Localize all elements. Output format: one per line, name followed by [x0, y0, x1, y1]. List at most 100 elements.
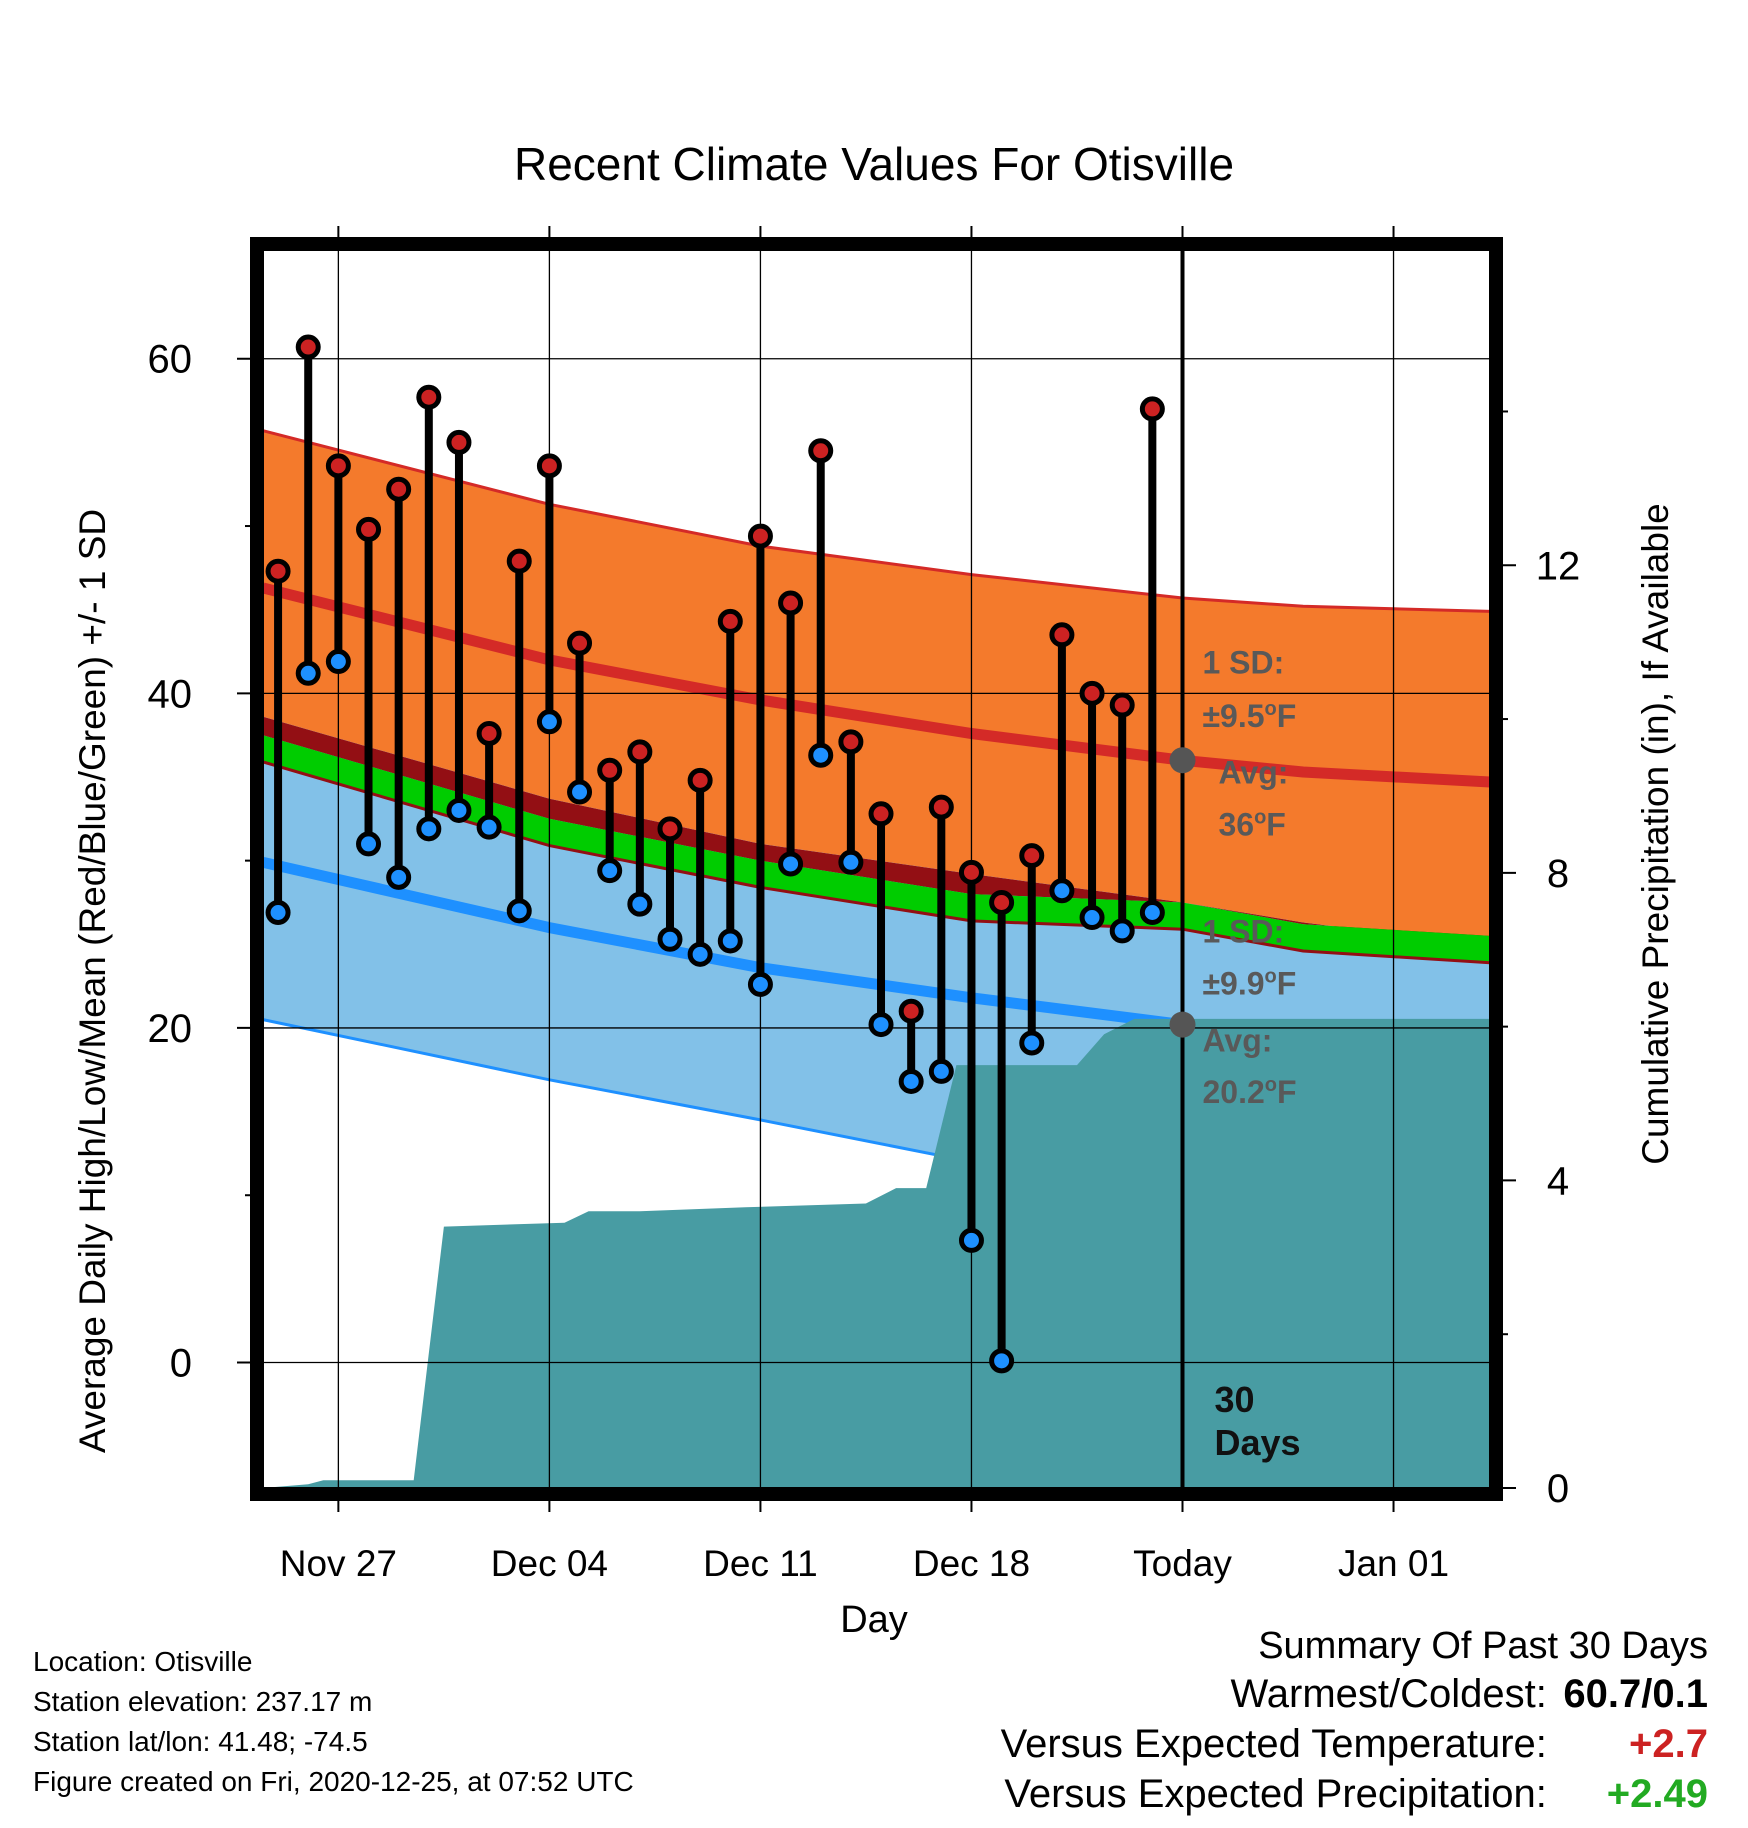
y-axis-label: Average Daily High/Low/Mean (Red/Blue/Gr… — [72, 509, 113, 1453]
summary-warmest-label: Warmest/Coldest: — [1230, 1672, 1547, 1716]
daily-low-point — [958, 1227, 984, 1253]
high-avg-value: 36oF — [1218, 807, 1285, 843]
daily-low-point — [265, 899, 291, 925]
x-tick-label: Dec 04 — [491, 1543, 608, 1584]
low-avg-label: Avg: — [1202, 1022, 1272, 1058]
summary-temp-value: +2.7 — [1629, 1722, 1708, 1766]
low-avg-value: 20.2oF — [1202, 1074, 1296, 1110]
daily-low-point — [898, 1068, 924, 1094]
daily-high-point — [1139, 396, 1165, 422]
daily-low-point — [838, 849, 864, 875]
daily-high-point — [476, 720, 502, 746]
summary-temp-row: Versus Expected Temperature: +2.7 — [1001, 1722, 1708, 1767]
low-sd-label: 1 SD: — [1202, 914, 1284, 950]
daily-low-point — [1109, 918, 1135, 944]
daily-high-point — [1049, 622, 1075, 648]
daily-low-point — [1049, 878, 1075, 904]
daily-low-point — [1139, 899, 1165, 925]
high-avg-label: Avg: — [1218, 755, 1288, 791]
station-location: Location: Otisville — [33, 1646, 253, 1677]
summary-warmest-row: Warmest/Coldest: 60.7/0.1 — [1231, 1672, 1709, 1717]
summary-title: Summary Of Past 30 Days — [1258, 1625, 1708, 1667]
daily-low-point — [386, 864, 412, 890]
summary-precip-value: +2.49 — [1606, 1772, 1708, 1816]
y2-tick-label: 0 — [1547, 1467, 1569, 1511]
x-tick-label: Dec 11 — [703, 1543, 818, 1584]
high-avg-dot — [1169, 747, 1196, 774]
figure-created: Figure created on Fri, 2020-12-25, at 07… — [33, 1766, 634, 1797]
daily-low-point — [446, 797, 472, 823]
summary-precip-label: Versus Expected Precipitation: — [1004, 1772, 1547, 1816]
daily-low-point — [717, 928, 743, 954]
station-elevation: Station elevation: 237.17 m — [33, 1686, 373, 1717]
daily-low-point — [416, 816, 442, 842]
x-axis-label: Day — [840, 1599, 908, 1641]
summary-temp-label: Versus Expected Temperature: — [1000, 1722, 1547, 1766]
chart-title: Recent Climate Values For Otisville — [514, 138, 1234, 190]
x-tick-label: Today — [1133, 1543, 1232, 1584]
daily-low-point — [325, 649, 351, 675]
daily-high-point — [1079, 680, 1105, 706]
daily-high-point — [295, 334, 321, 360]
high-sd-label: 1 SD: — [1202, 644, 1284, 680]
daily-low-point — [567, 779, 593, 805]
daily-high-point — [838, 729, 864, 755]
daily-high-point — [928, 794, 954, 820]
x-tick-label: Nov 27 — [280, 1543, 397, 1584]
daily-high-point — [687, 767, 713, 793]
low-avg-dot — [1169, 1011, 1196, 1038]
y2-tick-label: 4 — [1547, 1159, 1569, 1203]
daily-low-point — [536, 709, 562, 735]
daily-low-point — [1079, 905, 1105, 931]
summary-warmest-value: 60.7/0.1 — [1563, 1672, 1708, 1716]
y2-tick-label: 8 — [1547, 852, 1569, 896]
daily-low-point — [808, 742, 834, 768]
daily-high-point — [1109, 692, 1135, 718]
daily-high-point — [989, 889, 1015, 915]
station-latlon: Station lat/lon: 41.48; -74.5 — [33, 1726, 368, 1757]
daily-high-point — [657, 816, 683, 842]
daily-high-point — [747, 523, 773, 549]
y-tick-label: 0 — [170, 1342, 192, 1386]
daily-high-point — [868, 801, 894, 827]
daily-low-point — [989, 1348, 1015, 1374]
days-count-label: 30 — [1214, 1379, 1254, 1420]
daily-low-point — [506, 898, 532, 924]
daily-high-point — [567, 630, 593, 656]
daily-low-point — [687, 941, 713, 967]
daily-high-point — [416, 384, 442, 410]
daily-high-point — [627, 739, 653, 765]
high-sd-value: ±9.5oF — [1202, 698, 1296, 734]
daily-low-point — [476, 814, 502, 840]
daily-high-point — [506, 548, 532, 574]
daily-low-point — [295, 660, 321, 686]
daily-low-point — [778, 851, 804, 877]
daily-high-point — [717, 608, 743, 634]
daily-low-point — [657, 926, 683, 952]
daily-low-point — [747, 971, 773, 997]
summary-precip-row: Versus Expected Precipitation: +2.49 — [1004, 1772, 1708, 1817]
daily-high-point — [446, 429, 472, 455]
daily-low-point — [356, 831, 382, 857]
daily-high-point — [597, 757, 623, 783]
daily-high-point — [356, 516, 382, 542]
daily-high-point — [958, 859, 984, 885]
daily-high-point — [778, 590, 804, 616]
daily-low-point — [928, 1058, 954, 1084]
days-label: Days — [1214, 1422, 1300, 1463]
daily-high-point — [265, 558, 291, 584]
x-tick-label: Dec 18 — [913, 1543, 1030, 1584]
daily-low-point — [627, 891, 653, 917]
daily-low-point — [868, 1012, 894, 1038]
y-tick-label: 40 — [148, 672, 193, 716]
y2-tick-label: 12 — [1536, 544, 1581, 588]
daily-high-point — [386, 476, 412, 502]
daily-high-point — [898, 998, 924, 1024]
y-tick-label: 60 — [148, 338, 193, 382]
daily-high-point — [1019, 843, 1045, 869]
daily-low-point — [597, 858, 623, 884]
daily-high-point — [536, 453, 562, 479]
y2-axis-label: Cumulative Precipitation (in), If Availa… — [1635, 503, 1676, 1165]
y-tick-label: 20 — [148, 1007, 193, 1051]
